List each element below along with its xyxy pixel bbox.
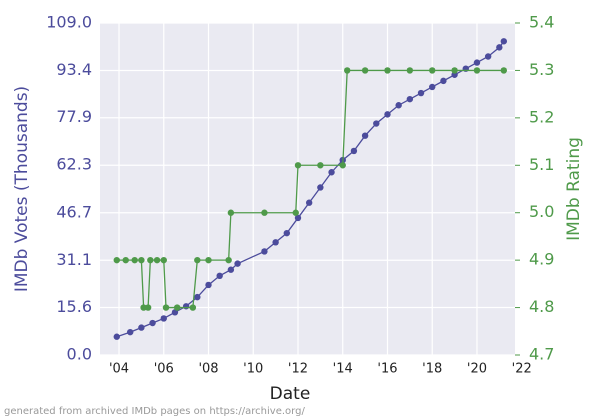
data-point bbox=[417, 89, 425, 97]
x-tick-label: '08 bbox=[198, 362, 218, 377]
data-point bbox=[194, 256, 201, 264]
data-point bbox=[406, 67, 414, 74]
data-point bbox=[500, 67, 508, 74]
x-tick-label: '22 bbox=[512, 362, 532, 377]
data-point bbox=[173, 304, 181, 311]
data-point bbox=[406, 95, 414, 103]
y-tick-label: 109.0 bbox=[46, 13, 92, 32]
data-point bbox=[140, 304, 147, 311]
data-point bbox=[216, 272, 223, 280]
y-tick-label: 15.6 bbox=[56, 297, 92, 316]
data-point bbox=[429, 83, 436, 91]
data-point bbox=[500, 38, 508, 45]
x-tick-label: '18 bbox=[422, 362, 442, 377]
data-point bbox=[373, 120, 380, 127]
y-tick-label: 93.4 bbox=[56, 60, 92, 79]
data-point bbox=[292, 209, 299, 216]
x-tick-label: '04 bbox=[109, 362, 129, 377]
data-point bbox=[162, 304, 170, 311]
data-point bbox=[182, 303, 190, 310]
data-point bbox=[160, 315, 167, 322]
data-point bbox=[261, 248, 268, 255]
data-point bbox=[496, 44, 503, 51]
data-point bbox=[473, 67, 481, 74]
data-point bbox=[473, 59, 481, 66]
y2-tick-label: 5.1 bbox=[529, 155, 554, 174]
y-tick-label: 62.3 bbox=[56, 155, 92, 174]
x-tick-label: '16 bbox=[377, 362, 397, 377]
data-point bbox=[451, 67, 458, 74]
y2-tick-label: 4.8 bbox=[529, 297, 554, 316]
y2-tick-label: 5.4 bbox=[529, 13, 554, 32]
y2-tick-label: 5.3 bbox=[529, 60, 554, 79]
footnote: generated from archived IMDb pages on ht… bbox=[4, 406, 305, 417]
data-point bbox=[153, 256, 161, 264]
data-point bbox=[305, 199, 313, 206]
data-point bbox=[225, 256, 232, 264]
y-tick-label: 0.0 bbox=[67, 345, 92, 364]
data-point bbox=[344, 67, 351, 74]
data-point bbox=[113, 333, 120, 340]
y2-tick-label: 5.2 bbox=[529, 107, 554, 126]
data-point bbox=[131, 256, 138, 264]
plot-area bbox=[100, 23, 515, 355]
data-point bbox=[122, 256, 129, 264]
data-point bbox=[283, 229, 291, 237]
data-point bbox=[171, 309, 179, 316]
y2-axis-label: IMDb Rating bbox=[564, 137, 584, 241]
data-point bbox=[317, 162, 324, 169]
x-tick-label: '12 bbox=[288, 362, 308, 377]
data-point bbox=[113, 256, 120, 264]
data-point bbox=[294, 162, 302, 169]
data-point bbox=[189, 304, 197, 311]
data-point bbox=[350, 147, 358, 155]
data-point bbox=[144, 304, 152, 311]
data-point bbox=[440, 77, 447, 85]
data-point bbox=[149, 319, 156, 327]
data-point bbox=[138, 324, 145, 331]
data-point bbox=[261, 209, 268, 216]
y2-tick-label: 4.7 bbox=[529, 345, 554, 364]
data-point bbox=[205, 281, 212, 289]
y-tick-label: 46.7 bbox=[56, 202, 92, 221]
y2-tick-label: 5.0 bbox=[529, 202, 554, 221]
data-point bbox=[328, 169, 335, 176]
y-tick-label: 77.9 bbox=[56, 107, 92, 126]
data-point bbox=[234, 260, 241, 267]
data-point bbox=[339, 162, 346, 169]
data-point bbox=[194, 293, 201, 301]
data-point bbox=[227, 266, 235, 273]
data-point bbox=[484, 53, 492, 60]
data-point bbox=[317, 184, 324, 191]
data-point bbox=[160, 256, 167, 264]
x-tick-label: '10 bbox=[243, 362, 263, 377]
x-tick-label: '14 bbox=[333, 362, 353, 377]
data-point bbox=[294, 214, 302, 222]
data-point bbox=[272, 239, 279, 246]
data-point bbox=[429, 67, 436, 74]
x-axis-label: Date bbox=[270, 384, 311, 404]
data-point bbox=[127, 328, 134, 336]
data-point bbox=[384, 111, 391, 118]
x-tick-label: '20 bbox=[467, 362, 487, 377]
data-point bbox=[227, 209, 235, 216]
data-point bbox=[361, 67, 369, 74]
x-tick-label: '06 bbox=[154, 362, 174, 377]
data-point bbox=[395, 102, 402, 109]
data-point bbox=[147, 256, 154, 264]
data-point bbox=[361, 132, 369, 139]
data-point bbox=[384, 67, 391, 74]
y-axis-label: IMDb Votes (Thousands) bbox=[12, 86, 32, 292]
y2-tick-label: 4.9 bbox=[529, 250, 554, 269]
y-tick-label: 31.1 bbox=[56, 250, 92, 269]
data-point bbox=[205, 256, 212, 264]
data-point bbox=[138, 256, 145, 264]
